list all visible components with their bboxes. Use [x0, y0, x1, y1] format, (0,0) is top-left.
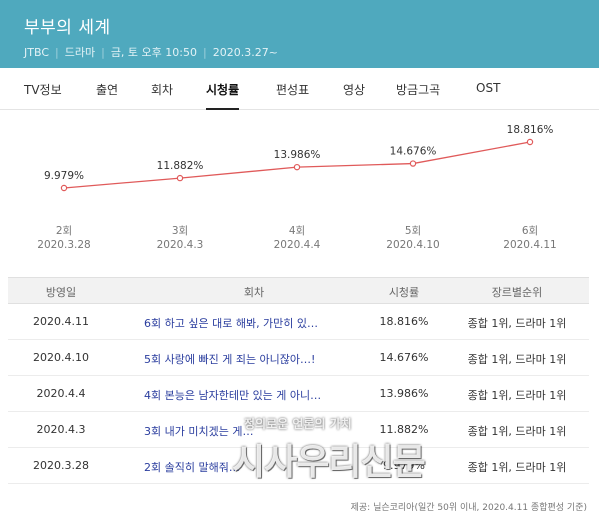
header-episode: 회차 [243, 286, 265, 299]
table-row: 2020.4.11 6회 하고 싶은 대로 해봐, 가만히 있… 18.816%… [8, 304, 589, 340]
table-row: 2020.4.10 5회 사랑에 빠진 게 죄는 아니잖아…! 14.676% … [8, 340, 589, 376]
tab-music[interactable]: 방금그곡 [396, 83, 441, 97]
tab-tv-info[interactable]: TV정보 [24, 83, 62, 97]
episode-link[interactable]: 3회 내가 미치겠는 게… [144, 425, 254, 438]
program-meta: JTBC | 드라마 | 금, 토 오후 10:50 | 2020.3.27~ [24, 46, 278, 59]
air-date: 2020.4.3 [36, 423, 86, 436]
genre-rank: 종합 1위, 드라마 1위 [467, 389, 567, 402]
premiere-date: 2020.3.27~ [212, 46, 278, 59]
data-point [293, 163, 301, 171]
header-rating: 시청률 [388, 286, 420, 299]
header-air-date: 방영일 [45, 286, 77, 299]
tab-episodes[interactable]: 회차 [151, 83, 174, 97]
data-label: 14.676% [390, 146, 437, 158]
episode-link[interactable]: 5회 사랑에 빠진 게 죄는 아니잖아…! [144, 353, 316, 366]
data-source-note: 제공: 닐슨코리아(일간 50위 이내, 2020.4.11 종합편성 기준) [350, 503, 587, 513]
rating-value: 18.816% [379, 315, 429, 328]
series-line-segment [63, 177, 181, 189]
series-line-segment [179, 166, 298, 179]
series-line-segment [296, 162, 414, 168]
air-date: 2020.4.10 [33, 351, 89, 364]
table-row: 2020.3.28 2회 솔직히 말해줘… 9.979% 종합 1위, 드라마 … [8, 448, 589, 484]
episode-link[interactable]: 4회 본능은 남자한테만 있는 게 아니… [144, 389, 322, 402]
table-row: 2020.4.4 4회 본능은 남자한테만 있는 게 아니… 13.986% 종… [8, 376, 589, 412]
x-tick-episode: 5회 [405, 225, 421, 237]
program-title[interactable]: 부부의 세계 [24, 18, 111, 38]
data-point [409, 160, 417, 167]
air-date: 2020.4.4 [36, 387, 86, 400]
series-line-segment [412, 141, 531, 165]
ratings-chart-svg: 9.979% 2회 2020.3.28 11.882% 3회 2020.4.3 13.986… [37, 124, 556, 251]
episode-link[interactable]: 6회 하고 싶은 대로 해봐, 가만히 있… [144, 317, 319, 330]
table-header: 방영일 회차 시청률 장르별순위 [8, 277, 589, 304]
genre-rank: 종합 1위, 드라마 1위 [467, 353, 567, 366]
x-tick-date: 2020.3.28 [37, 239, 90, 251]
x-tick-episode: 2회 [56, 225, 72, 237]
air-date: 2020.3.28 [33, 459, 89, 472]
program-header: 부부의 세계 JTBC | 드라마 | 금, 토 오후 10:50 | 2020.3.27~ [0, 0, 599, 68]
ratings-chart: 9.979% 2회 2020.3.28 11.882% 3회 2020.4.3 13.986… [0, 112, 599, 272]
header-genre-rank: 장르별순위 [491, 286, 543, 299]
data-label: 11.882% [157, 160, 204, 172]
data-point [176, 174, 184, 182]
x-tick-episode: 6회 [522, 225, 538, 237]
tab-cast[interactable]: 출연 [96, 83, 119, 97]
data-label: 18.816% [507, 124, 554, 136]
genre-rank: 종합 1위, 드라마 1위 [467, 461, 567, 474]
airtime-label: 금, 토 오후 10:50 [110, 46, 197, 59]
tab-ost[interactable]: OST [476, 81, 501, 95]
program-tabs: TV정보 출연 회차 시청률 편성표 영상 방금그곡 OST [0, 68, 599, 110]
table-row: 2020.4.3 3회 내가 미치겠는 게… 11.882% 종합 1위, 드라… [8, 412, 589, 448]
data-point [526, 138, 534, 146]
x-tick-date: 2020.4.10 [386, 239, 439, 251]
genre-label: 드라마 [64, 46, 96, 59]
rating-value: 14.676% [379, 351, 429, 364]
x-tick-date: 2020.4.3 [157, 239, 204, 251]
ratings-table: 방영일 회차 시청률 장르별순위 2020.4.11 6회 하고 싶은 대로 해… [8, 277, 589, 484]
rating-value: 9.979% [383, 459, 425, 472]
data-label: 9.979% [44, 170, 84, 182]
air-date: 2020.4.11 [33, 315, 89, 328]
genre-rank: 종합 1위, 드라마 1위 [467, 317, 567, 330]
rating-value: 11.882% [379, 423, 429, 436]
tab-ratings[interactable]: 시청률 [206, 83, 240, 110]
rating-value: 13.986% [379, 387, 429, 400]
x-tick-date: 2020.4.11 [503, 239, 556, 251]
genre-rank: 종합 1위, 드라마 1위 [467, 425, 567, 438]
tab-schedule[interactable]: 편성표 [276, 83, 310, 97]
x-tick-episode: 3회 [172, 225, 188, 237]
channel-label: JTBC [24, 46, 49, 59]
data-label: 13.986% [274, 149, 321, 161]
data-point [60, 184, 68, 192]
x-tick-date: 2020.4.4 [274, 239, 321, 251]
x-tick-episode: 4회 [289, 225, 305, 237]
tab-video[interactable]: 영상 [343, 83, 366, 97]
episode-link[interactable]: 2회 솔직히 말해줘… [144, 461, 240, 474]
